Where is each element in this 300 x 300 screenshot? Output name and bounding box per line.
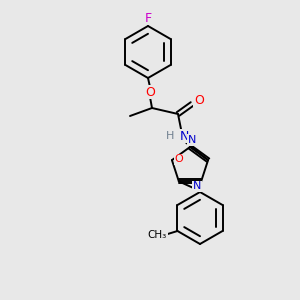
Text: O: O (175, 154, 183, 164)
Text: N: N (188, 135, 196, 145)
Text: N: N (193, 182, 201, 191)
Text: H: H (166, 131, 174, 141)
Text: O: O (194, 94, 204, 106)
Text: N: N (179, 130, 189, 142)
Text: CH₃: CH₃ (148, 230, 167, 240)
Text: O: O (145, 85, 155, 98)
Text: F: F (144, 11, 152, 25)
